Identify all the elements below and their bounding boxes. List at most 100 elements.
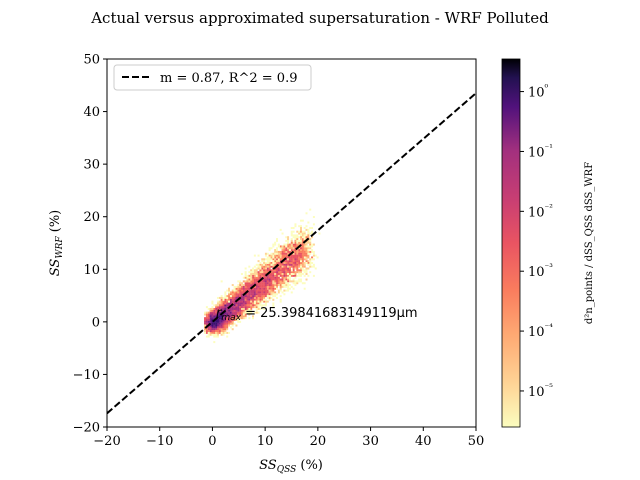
- density-cell: [283, 249, 286, 252]
- density-cell: [211, 307, 214, 310]
- density-cell: [220, 324, 223, 327]
- density-cell: [220, 317, 223, 320]
- density-cell: [283, 284, 286, 287]
- density-cell: [307, 221, 310, 224]
- density-cell: [253, 311, 256, 314]
- density-cell: [213, 324, 216, 327]
- density-cell: [242, 296, 245, 299]
- density-cell: [213, 315, 216, 318]
- density-cell: [298, 232, 301, 235]
- density-cell: [257, 304, 260, 307]
- density-cell: [220, 330, 223, 333]
- density-cell: [276, 260, 279, 263]
- density-cell: [290, 274, 293, 277]
- density-cell: [266, 274, 269, 277]
- density-cell: [252, 315, 255, 318]
- density-cell: [288, 271, 291, 274]
- density-cell: [261, 282, 264, 285]
- density-cell: [209, 311, 212, 314]
- density-cell: [240, 311, 243, 314]
- density-cell: [288, 276, 291, 279]
- density-cell: [299, 250, 302, 253]
- density-cell: [296, 263, 299, 266]
- density-cell: [292, 280, 295, 283]
- density-cell: [216, 302, 219, 305]
- density-cell: [287, 269, 290, 272]
- density-cell: [253, 282, 256, 285]
- density-cell: [250, 282, 253, 285]
- density-cell: [259, 285, 262, 288]
- density-cell: [274, 269, 277, 272]
- density-cell: [299, 249, 302, 252]
- density-cell: [204, 320, 207, 323]
- density-cell: [237, 309, 240, 312]
- density-cell: [240, 307, 243, 310]
- density-cell: [229, 295, 232, 298]
- density-cell: [277, 284, 280, 287]
- density-cell: [220, 296, 223, 299]
- density-cell: [292, 271, 295, 274]
- density-cell: [268, 295, 271, 298]
- density-cell: [204, 317, 207, 320]
- density-cell: [279, 263, 282, 266]
- density-cell: [235, 285, 238, 288]
- density-cell: [207, 322, 210, 325]
- density-cell: [205, 331, 208, 334]
- density-cell: [220, 298, 223, 301]
- density-cell: [231, 306, 234, 309]
- density-cell: [263, 261, 266, 264]
- density-cell: [246, 307, 249, 310]
- density-cell: [281, 261, 284, 264]
- density-cell: [204, 322, 207, 325]
- density-cell: [279, 250, 282, 253]
- density-cell: [233, 302, 236, 305]
- density-cell: [301, 249, 304, 252]
- density-cell: [209, 324, 212, 327]
- density-cell: [226, 300, 229, 303]
- density-cell: [303, 287, 306, 290]
- density-cell: [207, 313, 210, 316]
- density-cell: [240, 298, 243, 301]
- density-cell: [255, 306, 258, 309]
- density-cell: [242, 295, 245, 298]
- density-cell: [268, 282, 271, 285]
- density-cell: [264, 293, 267, 296]
- density-cell: [301, 245, 304, 248]
- density-cell: [239, 309, 242, 312]
- density-cell: [294, 243, 297, 246]
- density-cell: [264, 287, 267, 290]
- density-cell: [301, 273, 304, 276]
- density-cell: [277, 265, 280, 268]
- density-cell: [240, 287, 243, 290]
- plot-frame: [106, 58, 477, 428]
- density-cell: [213, 322, 216, 325]
- density-cell: [307, 230, 310, 233]
- y-tick-label: 20: [83, 210, 100, 225]
- density-cell: [239, 313, 242, 316]
- density-cell: [303, 274, 306, 277]
- density-cell: [305, 243, 308, 246]
- density-cell: [268, 278, 271, 281]
- density-cell: [264, 273, 267, 276]
- density-cell: [292, 263, 295, 266]
- density-cell: [237, 311, 240, 314]
- density-cell: [257, 260, 260, 263]
- density-cell: [292, 241, 295, 244]
- density-cell: [312, 215, 315, 218]
- density-cell: [248, 298, 251, 301]
- density-cell: [298, 263, 301, 266]
- density-cell: [250, 311, 253, 314]
- density-cell: [309, 258, 312, 261]
- density-cell: [299, 239, 302, 242]
- density-cell: [264, 269, 267, 272]
- colorbar-tick-label: 10⁻¹: [528, 143, 553, 160]
- density-cell: [279, 271, 282, 274]
- density-cell: [299, 245, 302, 248]
- density-cell: [222, 333, 225, 336]
- density-cell: [298, 265, 301, 268]
- legend-label: m = 0.87, R^2 = 0.9: [160, 71, 297, 86]
- chart-title: Actual versus approximated supersaturati…: [90, 9, 549, 27]
- density-cell: [303, 269, 306, 272]
- density-cell: [290, 271, 293, 274]
- density-cell: [211, 328, 214, 331]
